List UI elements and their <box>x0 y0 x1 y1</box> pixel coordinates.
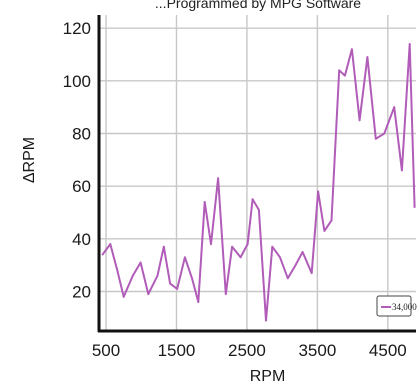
data-point <box>338 69 341 72</box>
data-point <box>401 169 403 172</box>
chart-title: ...Programmed by MPG Software <box>155 0 361 11</box>
data-point <box>191 277 193 280</box>
data-point <box>184 256 186 259</box>
grid-layer <box>99 15 416 331</box>
series-layer <box>101 43 416 322</box>
data-point <box>231 245 234 248</box>
data-point <box>162 245 165 248</box>
x-tick-label: 4500 <box>369 341 407 360</box>
data-point <box>217 177 219 180</box>
data-point <box>224 293 227 296</box>
data-point <box>265 319 267 322</box>
data-point <box>317 190 319 193</box>
data-point <box>301 251 304 253</box>
data-point <box>116 269 119 272</box>
data-point <box>139 261 142 264</box>
data-point <box>251 198 254 201</box>
data-point <box>358 119 361 122</box>
legend: 34,000 <box>376 295 417 317</box>
data-point <box>408 43 411 45</box>
data-point <box>101 253 104 256</box>
y-tick-label: 40 <box>72 230 91 249</box>
legend-box <box>376 295 412 317</box>
y-tick-label: 100 <box>63 72 91 91</box>
legend-label: 34,000 <box>392 302 417 312</box>
data-point <box>239 256 242 259</box>
data-point <box>109 243 112 246</box>
data-point <box>413 206 416 209</box>
data-point <box>286 277 289 280</box>
data-point <box>131 274 134 277</box>
series-line <box>101 43 416 322</box>
data-point <box>343 74 346 77</box>
data-point <box>156 274 159 277</box>
x-tick-label: 2500 <box>228 341 266 360</box>
data-point <box>350 48 353 51</box>
y-tick-label: 20 <box>72 283 91 302</box>
data-point <box>176 287 179 290</box>
x-axis-title: RPM <box>250 368 286 385</box>
data-point <box>197 301 200 303</box>
data-point <box>203 201 206 203</box>
tick-layer: 20 40 60 80 100 120 500 1500 2500 3500 4500 <box>63 19 407 360</box>
data-point <box>147 293 150 296</box>
y-tick-label: 60 <box>72 177 91 196</box>
data-point <box>310 272 313 274</box>
x-tick-label: 3500 <box>298 341 336 360</box>
y-axis-title: ΔRPM <box>21 137 38 183</box>
data-point <box>271 245 274 248</box>
data-point <box>323 230 326 232</box>
data-point <box>122 295 125 298</box>
data-point <box>169 282 172 285</box>
data-point <box>258 208 260 211</box>
data-point <box>246 243 249 246</box>
data-point <box>294 264 297 267</box>
data-point <box>366 56 369 59</box>
data-point <box>330 219 333 222</box>
data-point <box>374 137 377 140</box>
axis-layer <box>97 15 416 333</box>
x-tick-label: 1500 <box>158 341 196 360</box>
x-tick-label: 500 <box>92 341 120 360</box>
data-point <box>210 243 212 246</box>
data-point <box>279 256 281 259</box>
data-point <box>393 106 396 109</box>
y-tick-label: 120 <box>63 19 91 38</box>
y-tick-label: 80 <box>72 125 91 144</box>
data-point <box>383 132 386 135</box>
